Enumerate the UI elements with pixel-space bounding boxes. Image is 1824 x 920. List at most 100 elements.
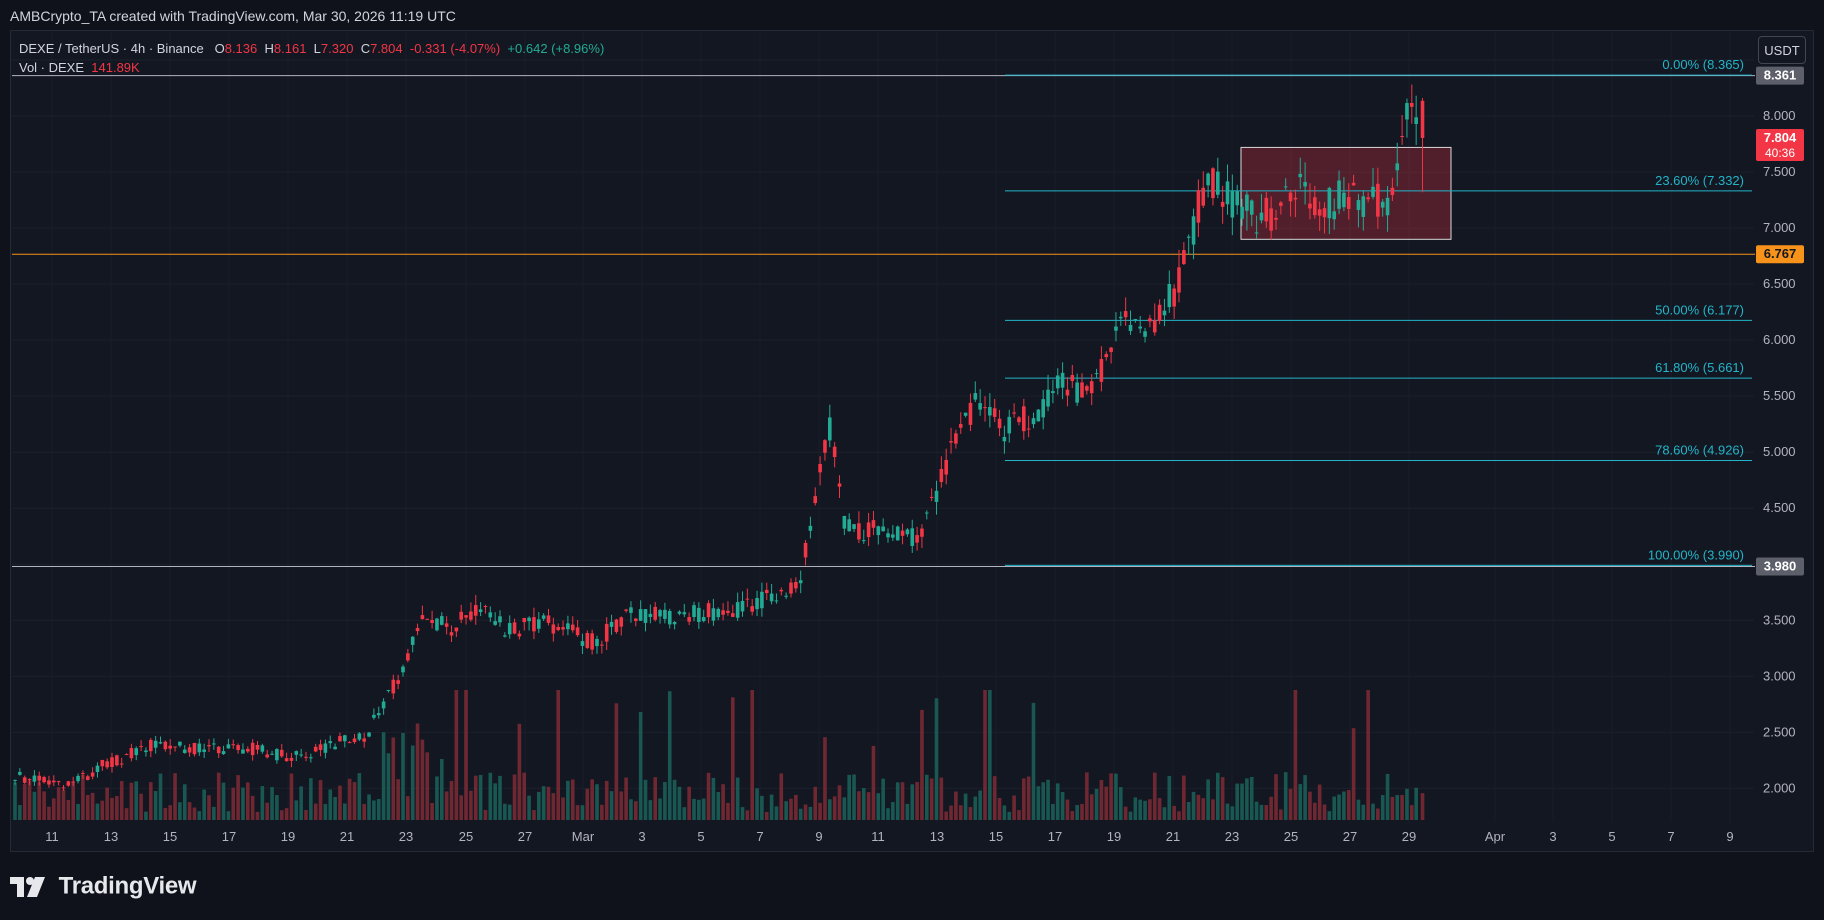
- candle-body: [1385, 197, 1390, 216]
- volume-bar: [187, 802, 192, 820]
- candle-body: [537, 619, 541, 629]
- y-tick-label: 7.500: [1763, 164, 1796, 179]
- candle-body: [648, 613, 653, 618]
- volume-bar: [944, 811, 948, 820]
- candle-body: [1317, 209, 1322, 216]
- volume-bar: [663, 782, 667, 820]
- volume-bar: [857, 791, 861, 820]
- volume-bar: [1143, 800, 1147, 820]
- volume-bar: [1254, 801, 1259, 820]
- volume-bar: [556, 690, 560, 820]
- candle-body: [556, 626, 560, 630]
- candle-body: [726, 610, 730, 613]
- candle-body: [978, 403, 982, 410]
- candle-body: [507, 623, 512, 635]
- candle-body: [37, 775, 42, 781]
- volume-bar: [1017, 810, 1021, 820]
- volume-bar: [367, 794, 371, 820]
- volume-bar: [1157, 798, 1162, 820]
- candle-body: [905, 529, 910, 535]
- candle-body: [687, 617, 691, 622]
- candle-body: [430, 619, 434, 624]
- y-tick-label: 6.000: [1763, 332, 1796, 347]
- candle-body: [1254, 232, 1259, 234]
- candle-body: [697, 607, 701, 622]
- candle-body: [600, 644, 604, 646]
- low-value: 7.320: [320, 41, 354, 56]
- candle-body: [425, 618, 430, 620]
- volume-bar: [95, 803, 100, 820]
- candle-body: [1143, 331, 1147, 337]
- candle-body: [1182, 250, 1186, 265]
- volume-bar: [740, 807, 745, 820]
- volume-bar: [22, 784, 27, 820]
- volume-bar: [537, 791, 541, 820]
- volume-bar: [85, 794, 90, 820]
- candle-body: [1240, 206, 1244, 219]
- candle-body: [832, 446, 837, 458]
- volume-bar: [1303, 775, 1307, 820]
- volume-bar: [415, 723, 420, 820]
- volume-bar: [731, 697, 735, 820]
- candle-body: [178, 741, 182, 746]
- candle-body: [920, 528, 924, 537]
- volume-bar: [153, 791, 158, 820]
- candle-body: [265, 754, 269, 758]
- candle-body: [760, 591, 764, 609]
- volume-bar: [304, 810, 308, 820]
- candle-body: [347, 742, 352, 744]
- candle-body: [774, 600, 779, 602]
- volume-bar: [182, 784, 187, 820]
- candle-body: [119, 763, 124, 765]
- volume-bar: [920, 709, 924, 820]
- currency-button[interactable]: USDT: [1758, 36, 1806, 64]
- candle-body: [1395, 163, 1400, 171]
- x-tick-label: 3: [638, 829, 645, 844]
- volume-bar: [1055, 783, 1060, 820]
- volume-bar: [813, 786, 818, 820]
- volume-bar: [241, 787, 245, 820]
- volume-bar: [794, 794, 798, 820]
- candle-body: [27, 779, 32, 781]
- candle-body: [798, 580, 803, 584]
- volume-bar: [997, 798, 1002, 820]
- high-label: H: [264, 41, 274, 56]
- candle-body: [381, 701, 386, 709]
- volume-bar: [168, 805, 172, 820]
- volume-bar: [454, 690, 459, 820]
- candle-body: [343, 735, 347, 742]
- volume-bar: [347, 778, 352, 820]
- volume-label[interactable]: Vol · DEXE: [19, 60, 85, 75]
- y-tick-label: 4.500: [1763, 500, 1796, 515]
- volume-bar: [701, 798, 706, 820]
- volume-bar: [614, 703, 619, 820]
- volume-bar: [658, 798, 662, 820]
- candle-body: [1371, 186, 1375, 197]
- volume-bar: [939, 777, 944, 820]
- fib-level-label: 23.60% (7.332): [1655, 173, 1744, 188]
- price-label-text: 3.980: [1764, 559, 1797, 574]
- volume-bar: [1235, 783, 1239, 820]
- volume-bar: [425, 752, 430, 820]
- candle-body: [197, 743, 202, 753]
- candle-body: [1128, 324, 1133, 331]
- symbol-label[interactable]: DEXE / TetherUS · 4h · Binance: [19, 41, 204, 56]
- volume-bar: [1274, 774, 1278, 820]
- candle-body: [1327, 187, 1332, 219]
- candle-body: [61, 787, 66, 789]
- volume-row: Vol · DEXE 141.89K: [19, 58, 604, 77]
- candle-body: [1410, 102, 1414, 107]
- volume-bar: [871, 745, 876, 820]
- candle-body: [1119, 316, 1123, 319]
- candle-body: [915, 535, 919, 543]
- x-axis: 11 13 15 17 19 21 23 25 27 Mar 3 5 7 9 11 13 15 17 19 21 23 2…: [45, 829, 1733, 844]
- x-tick-label: 13: [930, 829, 944, 844]
- chart-panel[interactable]: [10, 30, 1814, 852]
- candle-body: [721, 610, 725, 615]
- volume-bar: [178, 802, 182, 820]
- volume-bar: [1041, 782, 1045, 820]
- candle-body: [440, 616, 444, 625]
- candle-body: [473, 605, 478, 616]
- tradingview-logo[interactable]: TradingView: [10, 872, 197, 902]
